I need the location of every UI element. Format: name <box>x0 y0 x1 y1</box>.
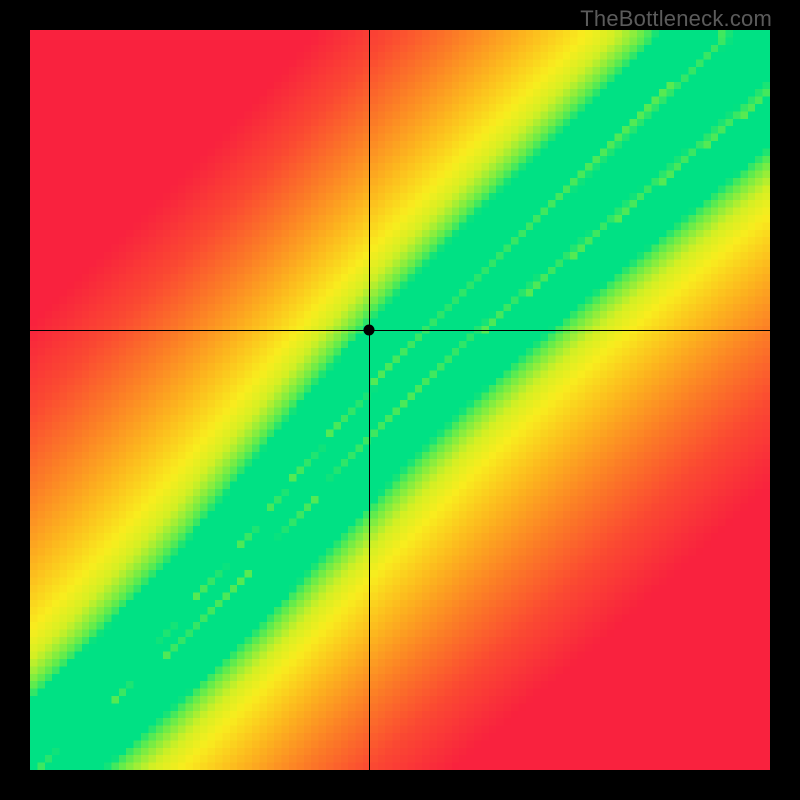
watermark-text: TheBottleneck.com <box>580 6 772 32</box>
bottleneck-heatmap <box>30 30 770 770</box>
heatmap-canvas <box>30 30 770 770</box>
selection-marker <box>363 325 374 336</box>
crosshair-horizontal <box>30 330 770 331</box>
crosshair-vertical <box>369 30 370 770</box>
